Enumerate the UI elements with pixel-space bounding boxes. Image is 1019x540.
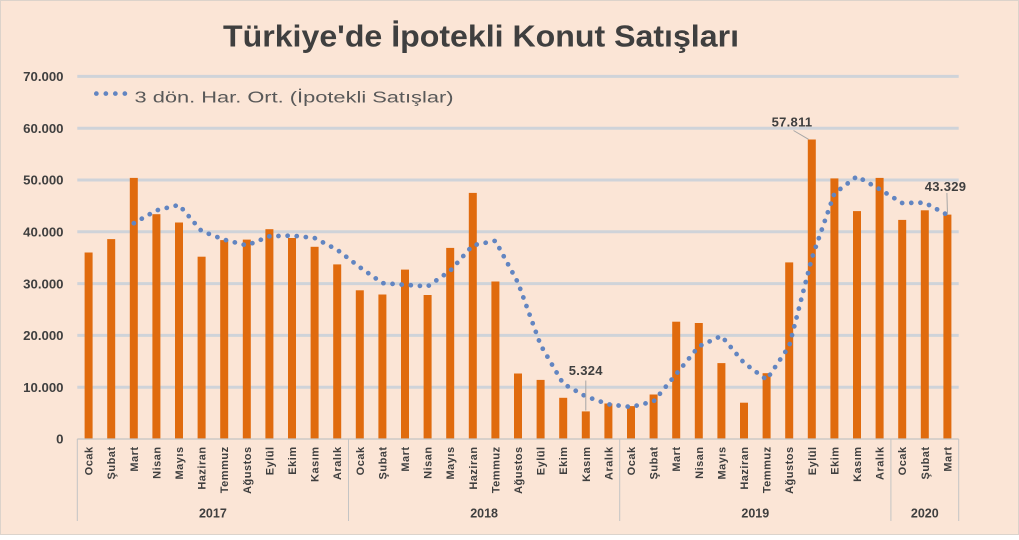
svg-text:Mart: Mart [942,446,954,471]
svg-text:2019: 2019 [741,507,769,521]
svg-text:57.811: 57.811 [772,115,813,130]
svg-text:2018: 2018 [470,507,498,521]
svg-text:Şubat: Şubat [377,446,389,479]
svg-text:Eylül: Eylül [536,446,548,475]
svg-text:3 dön. Har. Ort. (İpotekli Sat: 3 dön. Har. Ort. (İpotekli Satışlar) [135,89,454,107]
svg-text:Aralık: Aralık [875,446,887,480]
svg-text:0: 0 [56,432,63,447]
svg-text:Ekim: Ekim [287,446,299,474]
svg-text:40.000: 40.000 [23,225,63,240]
svg-text:Ekim: Ekim [829,446,841,474]
svg-text:10.000: 10.000 [23,380,63,395]
svg-text:Mart: Mart [129,446,141,471]
svg-text:Şubat: Şubat [106,446,118,479]
svg-text:Mayıs: Mayıs [716,446,728,479]
svg-text:2020: 2020 [911,507,939,521]
svg-text:Kasım: Kasım [581,446,593,482]
svg-text:Ağustos: Ağustos [242,446,254,494]
svg-text:30.000: 30.000 [23,276,63,291]
svg-text:Ekim: Ekim [558,446,570,474]
svg-text:Ocak: Ocak [355,446,367,475]
svg-text:Aralık: Aralık [332,446,344,480]
svg-text:Ağustos: Ağustos [513,446,525,494]
svg-text:Ocak: Ocak [897,446,909,475]
svg-text:Haziran: Haziran [468,446,480,489]
svg-text:Aralık: Aralık [603,446,615,480]
svg-text:Ağustos: Ağustos [784,446,796,494]
svg-text:Temmuz: Temmuz [762,446,774,493]
svg-text:20.000: 20.000 [23,328,63,343]
svg-text:Mart: Mart [671,446,683,471]
svg-text:Kasım: Kasım [310,446,322,482]
svg-text:Nisan: Nisan [694,446,706,478]
svg-text:Haziran: Haziran [739,446,751,489]
svg-text:Mart: Mart [400,446,412,471]
svg-text:Şubat: Şubat [920,446,932,479]
svg-text:Nisan: Nisan [423,446,435,478]
svg-text:Temmuz: Temmuz [490,446,502,493]
svg-text:Mayıs: Mayıs [445,446,457,479]
svg-text:43.329: 43.329 [925,179,967,194]
svg-text:Ocak: Ocak [84,446,96,475]
svg-text:Temmuz: Temmuz [219,446,231,493]
svg-text:60.000: 60.000 [23,121,63,136]
svg-text:Ocak: Ocak [626,446,638,475]
svg-text:Eylül: Eylül [807,446,819,475]
svg-text:Şubat: Şubat [649,446,661,479]
svg-text:2017: 2017 [199,507,227,521]
svg-text:5.324: 5.324 [569,363,604,378]
svg-text:Mayıs: Mayıs [174,446,186,479]
svg-text:Haziran: Haziran [197,446,209,489]
svg-text:Eylül: Eylül [264,446,276,475]
svg-text:70.000: 70.000 [23,69,63,84]
svg-text:Nisan: Nisan [151,446,163,478]
svg-text:Türkiye'de İpotekli Konut Satı: Türkiye'de İpotekli Konut Satışları [223,19,739,54]
svg-text:Kasım: Kasım [852,446,864,482]
svg-text:50.000: 50.000 [23,173,63,188]
